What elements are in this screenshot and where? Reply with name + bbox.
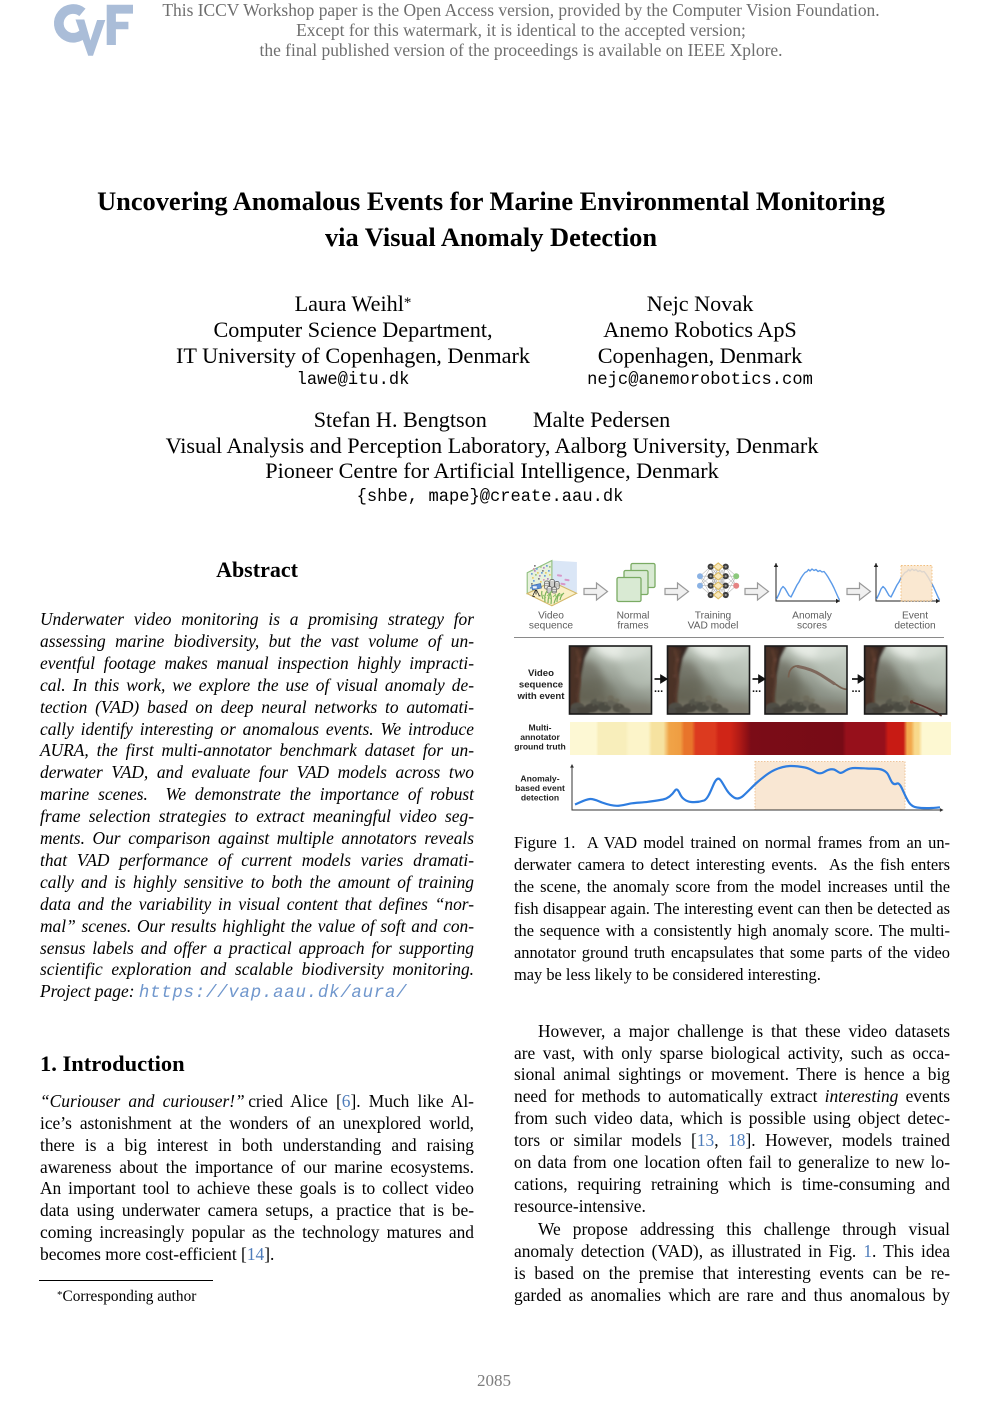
svg-text:...: ... <box>654 683 663 695</box>
svg-text:sequence: sequence <box>529 621 574 632</box>
svg-text:Training: Training <box>695 611 732 622</box>
svg-text:Event: Event <box>902 611 928 622</box>
svg-text:Normal: Normal <box>617 611 650 622</box>
svg-text:detection: detection <box>521 793 559 803</box>
svg-text:with event: with event <box>517 691 566 702</box>
svg-text:Anomaly: Anomaly <box>792 611 833 622</box>
svg-text:scores: scores <box>797 621 827 632</box>
svg-text:detection: detection <box>894 621 935 632</box>
svg-text:Multi-: Multi- <box>529 722 552 732</box>
svg-text:annotator: annotator <box>520 732 560 742</box>
svg-text:Video: Video <box>528 668 554 679</box>
svg-text:...: ... <box>752 683 761 695</box>
svg-text:VAD model: VAD model <box>688 621 739 632</box>
svg-text:Anomaly-: Anomaly- <box>520 773 559 783</box>
svg-text:ground truth: ground truth <box>514 742 566 752</box>
svg-text:frames: frames <box>617 621 648 632</box>
svg-text:...: ... <box>852 683 861 695</box>
svg-text:sequence: sequence <box>519 680 563 691</box>
svg-text:based event: based event <box>515 783 565 793</box>
svg-text:Video: Video <box>538 611 564 622</box>
